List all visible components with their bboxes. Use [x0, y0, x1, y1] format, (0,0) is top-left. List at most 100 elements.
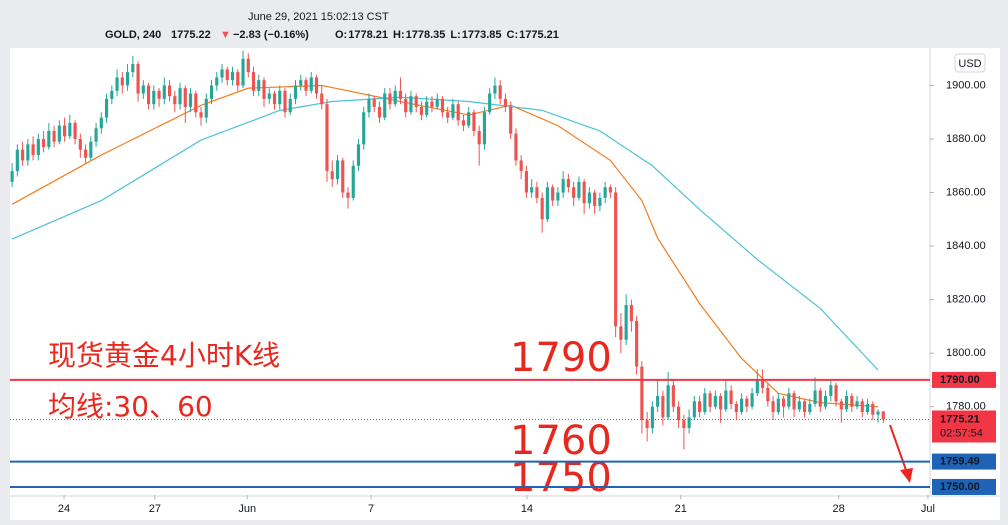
candle-body	[850, 395, 854, 407]
candle-body	[750, 393, 754, 407]
candle-body	[530, 187, 534, 193]
last-price-box	[932, 410, 996, 443]
candle-body	[787, 393, 791, 407]
candle-body	[865, 403, 870, 413]
candle-body	[839, 401, 843, 410]
candle-body	[21, 149, 25, 161]
candle-body	[435, 98, 439, 107]
candle-body	[346, 192, 350, 198]
currency: USD	[958, 58, 981, 70]
candle-body	[404, 98, 408, 113]
price: 1775.22	[171, 29, 211, 41]
ohlc-label: O:	[335, 29, 347, 41]
candle-body	[535, 187, 539, 198]
candle-body	[409, 96, 413, 113]
candle-body	[461, 120, 466, 126]
datetime: June 29, 2021 15:02:13 CST	[248, 11, 389, 23]
candle-body	[63, 125, 67, 137]
candle-body	[488, 93, 492, 113]
x-tick-label: 7	[368, 503, 374, 515]
candle-body	[719, 395, 723, 410]
candle-body	[314, 77, 319, 94]
candle-body	[330, 171, 334, 180]
symbol: GOLD, 240	[105, 29, 161, 41]
candle-body	[666, 385, 670, 418]
candle-body	[729, 390, 733, 404]
candle-body	[309, 77, 313, 91]
candle-body	[110, 90, 114, 99]
candle-body	[341, 160, 345, 193]
candle-body	[724, 390, 728, 410]
candle-body	[293, 85, 298, 99]
annotation: 1760	[510, 418, 612, 464]
candle-body	[362, 112, 366, 145]
candle-body	[587, 192, 591, 204]
ohlc-value: 1778.35	[406, 29, 446, 41]
candle-body	[860, 401, 864, 413]
candle-body	[509, 106, 513, 134]
ohlc-value: 1778.21	[348, 29, 388, 41]
candle-body	[608, 187, 612, 193]
candle-body	[635, 321, 639, 367]
candle-body	[383, 93, 387, 118]
y-tick-label: 1800.00	[946, 347, 986, 359]
candle-body	[136, 64, 140, 94]
candle-body	[514, 133, 518, 161]
candle-body	[871, 403, 875, 415]
candle-body	[808, 403, 812, 413]
candle-body	[713, 395, 717, 407]
header: GOLD, 240 1775.22 ▼ −2.83 (−0.16%)	[105, 29, 309, 41]
y-tick-label: 1780.00	[946, 401, 986, 413]
ohlc-label: L:	[450, 29, 460, 41]
candle-body	[335, 160, 340, 180]
candle-body	[26, 144, 30, 161]
candle-body	[31, 144, 35, 156]
candle-body	[687, 417, 691, 429]
candle-body	[414, 96, 418, 107]
candle-body	[141, 85, 145, 94]
candle-body	[398, 90, 403, 99]
candle-body	[68, 122, 72, 137]
annotation: 均线:30、60	[48, 390, 213, 423]
countdown: 02:57:54	[940, 427, 983, 439]
ohlc-label: H:	[393, 29, 405, 41]
candle-body	[482, 112, 487, 145]
ma-line	[11, 84, 879, 408]
candle-body	[881, 411, 885, 420]
candle-body	[131, 64, 135, 73]
candle-body	[278, 90, 282, 105]
candle-body	[451, 104, 455, 118]
candle-body	[503, 98, 507, 107]
candle-body	[199, 112, 203, 118]
candle-body	[236, 72, 240, 86]
candle-body	[829, 385, 833, 396]
candle-body	[393, 90, 397, 105]
candle-body	[776, 398, 780, 413]
candle-body	[42, 139, 46, 148]
candle-body	[603, 187, 607, 198]
level-label-box	[932, 478, 996, 495]
candle-body	[104, 98, 109, 118]
candle-body	[802, 401, 807, 413]
candle-body	[645, 420, 649, 429]
candle-body	[262, 80, 266, 99]
candle-body	[582, 181, 586, 204]
candle-body	[388, 93, 392, 105]
candle-body	[99, 117, 103, 129]
candle-body	[52, 130, 56, 142]
candle-body	[650, 406, 654, 429]
candle-body	[734, 403, 738, 413]
candle-body	[73, 122, 77, 140]
candle-body	[125, 72, 130, 86]
candle-body	[146, 85, 151, 105]
candle-body	[167, 85, 172, 97]
candle-body	[640, 366, 644, 421]
candle-body	[204, 98, 208, 118]
candle-body	[656, 395, 660, 407]
candle-body	[766, 387, 770, 402]
x-tick-label: 14	[521, 503, 533, 515]
arrow-head	[900, 468, 913, 483]
candle-body	[540, 197, 544, 220]
candle-body	[272, 93, 277, 105]
